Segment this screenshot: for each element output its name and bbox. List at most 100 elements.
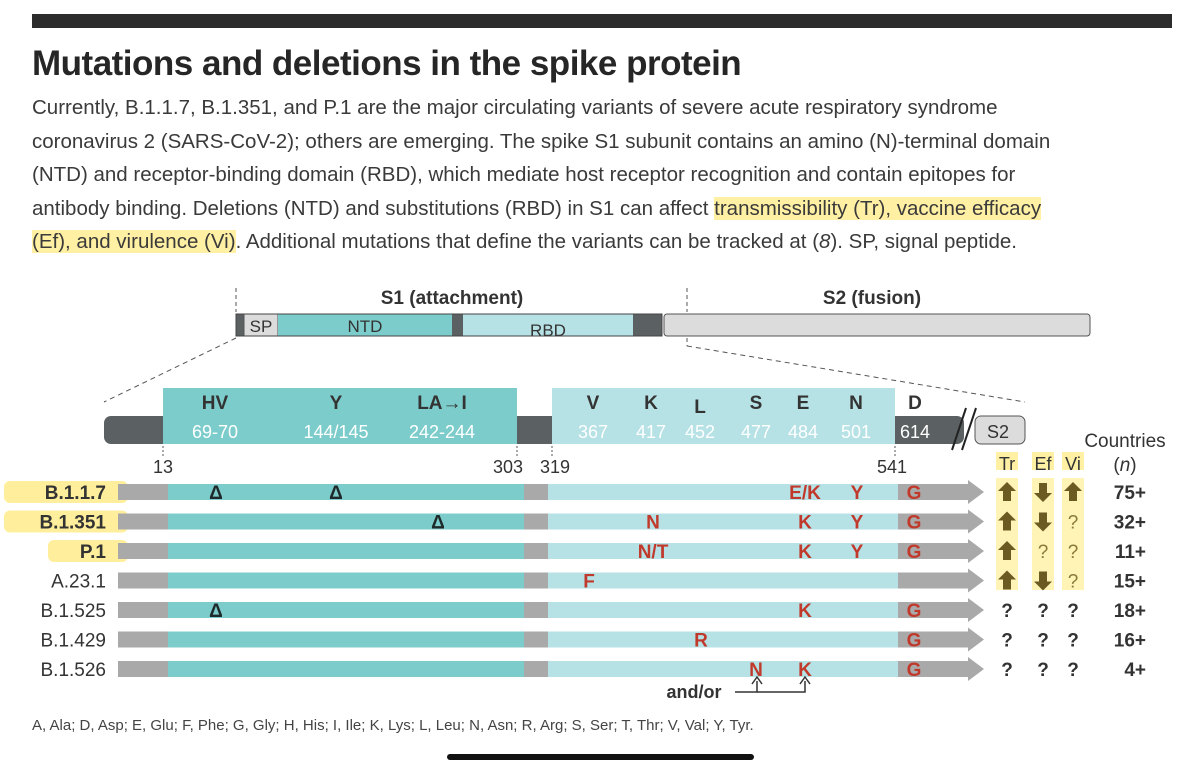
overview-linker <box>452 314 463 336</box>
segment-arrow <box>898 509 984 534</box>
rbd-label: RBD <box>530 321 566 340</box>
overview-rbd <box>463 314 633 336</box>
rbd-substitution: K <box>798 542 812 563</box>
segment-n-term <box>118 631 168 648</box>
segment-linker <box>524 602 548 618</box>
g614-mutation: G <box>907 483 922 504</box>
rbd-substitution: N <box>646 513 660 534</box>
top-rule <box>32 14 1172 28</box>
unknown-effect: ? <box>1001 601 1013 622</box>
overview-s1-end <box>633 314 662 336</box>
detail-bar: S2 HV 69-70 Y 144/145 LA→I 242-244 V 367 K 417 L 45… <box>104 388 1026 477</box>
segment-rbd <box>548 602 898 618</box>
unknown-effect: ? <box>1037 631 1049 652</box>
segment-arrow <box>898 480 984 504</box>
ef-column-highlight <box>1032 478 1054 590</box>
highlight-tr-ef: transmissibility (Tr), vaccine efficacy <box>714 196 1042 220</box>
segment-rbd <box>548 572 898 589</box>
d614-aa: D <box>908 393 922 414</box>
rbd-substitution: Y <box>851 542 864 563</box>
segment-ntd <box>168 572 524 589</box>
ntd-deletion: Δ <box>209 483 223 504</box>
increase-arrow-icon <box>1064 482 1082 501</box>
g614-mutation: G <box>907 660 922 681</box>
increase-arrow-icon <box>998 482 1016 501</box>
unknown-effect: ? <box>1001 660 1013 681</box>
detail-ntd-block <box>163 388 517 416</box>
segment-linker <box>524 661 548 677</box>
variant-name: B.1.429 <box>41 631 107 652</box>
rbd-substitution: Y <box>851 513 864 534</box>
countries-count: 75+ <box>1114 483 1146 504</box>
detail-rbd-lower <box>552 416 895 444</box>
zoom-line-right <box>686 345 1026 403</box>
segment-ntd <box>168 543 524 559</box>
ntd-site-pos: 144/145 <box>303 422 368 442</box>
segment-ntd <box>168 513 524 530</box>
variant-rows: B.1.1.7 Δ Δ E/K Y G 75+ B.1.351 Δ N K Y G? 32+ P.1 N/T K… <box>4 480 1146 681</box>
andor-label: and/or <box>666 682 721 702</box>
rbd-substitution: N <box>749 660 763 681</box>
variant-name-highlight <box>48 540 128 562</box>
unknown-effect: ? <box>1068 572 1079 593</box>
g614-mutation: G <box>907 601 922 622</box>
ntd-site-pos: 242-244 <box>409 422 475 442</box>
break-mark-1 <box>951 407 967 451</box>
segment-rbd <box>548 543 898 559</box>
variant-row: B.1.429 R G??? 16+ <box>41 627 1146 652</box>
overview-bar: S1 (attachment) S2 (fusion) SP NTD RBD <box>103 288 1091 403</box>
variant-name: B.1.526 <box>41 660 107 681</box>
increase-arrow-icon <box>998 570 1016 590</box>
countries-count: 15+ <box>1114 572 1146 593</box>
rbd-site-pos: 452 <box>685 422 715 442</box>
unknown-effect: ? <box>1067 601 1079 622</box>
segment-ntd <box>168 484 524 500</box>
boundary-13: 13 <box>153 457 173 477</box>
unknown-effect: ? <box>1001 631 1013 652</box>
boundary-319: 319 <box>540 457 570 477</box>
effects-header: Tr Ef Vi Countries (n) <box>996 431 1166 476</box>
unknown-effect: ? <box>1067 660 1079 681</box>
variant-name-highlight <box>4 510 128 533</box>
description: Currently, B.1.1.7, B.1.351, and P.1 are… <box>32 96 1051 253</box>
amino-acid-legend: A, Ala; D, Asp; E, Glu; F, Phe; G, Gly; … <box>32 717 754 734</box>
segment-linker <box>524 543 548 559</box>
segment-n-term <box>118 484 168 500</box>
variant-name: B.1.525 <box>41 601 107 622</box>
detail-rbd-block <box>552 388 895 416</box>
ntd-deletion: Δ <box>431 513 445 534</box>
andor-connector: and/or <box>666 675 811 702</box>
segment-ntd <box>168 631 524 648</box>
rbd-site-aa: N <box>849 393 863 414</box>
rbd-substitution: K <box>798 660 812 681</box>
unknown-effect: ? <box>1067 631 1079 652</box>
segment-linker <box>524 572 548 589</box>
rbd-site-aa: V <box>587 393 600 414</box>
ntd-deletion: Δ <box>329 483 343 504</box>
home-indicator[interactable] <box>447 754 754 760</box>
unknown-effect: ? <box>1038 542 1049 563</box>
segment-n-term <box>118 513 168 530</box>
rbd-substitution: Y <box>851 483 864 504</box>
s2-label: S2 (fusion) <box>823 288 921 309</box>
rbd-site-pos: 477 <box>741 422 771 442</box>
boundary-303: 303 <box>493 457 523 477</box>
rbd-substitution: F <box>583 572 595 593</box>
rbd-substitution: E/K <box>789 483 821 504</box>
vi-column-highlight <box>1062 478 1084 590</box>
overview-start <box>236 314 244 336</box>
countries-count: 11+ <box>1115 542 1146 563</box>
break-mark-2 <box>961 407 977 451</box>
rbd-site-pos: 501 <box>841 422 871 442</box>
variant-row: P.1 N/T K Y G?? 11+ <box>48 539 1146 563</box>
rbd-site-aa: E <box>797 393 810 414</box>
sp-label: SP <box>250 317 273 336</box>
tr-header: Tr <box>999 454 1015 474</box>
variant-name: B.1.351 <box>39 513 106 534</box>
ntd-site-pos: 69-70 <box>192 422 238 442</box>
tr-highlight <box>996 452 1018 470</box>
s1-label: S1 (attachment) <box>381 288 524 309</box>
unknown-effect: ? <box>1037 601 1049 622</box>
rbd-site-aa: S <box>750 393 763 414</box>
